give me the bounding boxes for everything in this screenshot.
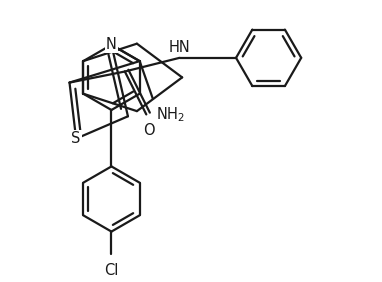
Text: S: S (71, 131, 81, 146)
Text: Cl: Cl (104, 263, 119, 277)
Text: HN: HN (169, 40, 191, 55)
Text: N: N (106, 37, 117, 52)
Text: O: O (143, 123, 155, 138)
Text: NH$_2$: NH$_2$ (155, 105, 185, 124)
